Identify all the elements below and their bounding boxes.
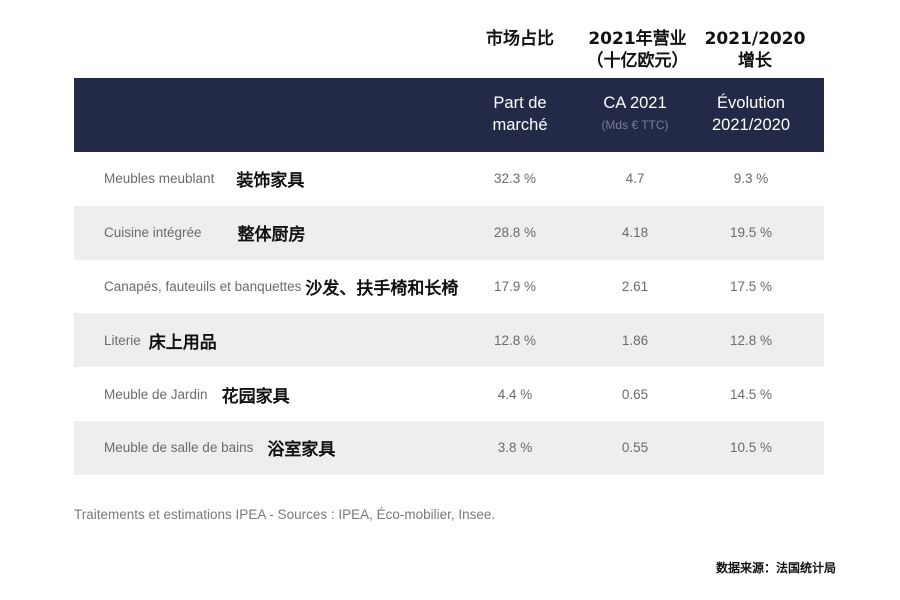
category-fr: Canapés, fauteuils et banquettes [104,278,302,294]
market-share-cell: 17.9 % [493,278,537,294]
revenue-cell: 0.55 [621,440,649,456]
table-row: Meubles meublant 装饰家具 32.3 % 4.7 9.3 % [74,152,824,206]
cn-header-market-share: 市场占比 [470,28,570,50]
header-revenue-unit: (Mds € TTC) [601,118,669,132]
market-share-cell: 28.8 % [493,225,537,241]
table-body: Meubles meublant 装饰家具 32.3 % 4.7 9.3 % Cuisin… [74,152,824,475]
cn-header-growth-line2: 增长 [738,51,772,71]
category-fr: Meuble de salle de bains [104,440,254,456]
table-row: Meuble de Jardin 花园家具 4.4 % 0.65 14.5 % [74,367,824,421]
revenue-cell: 2.61 [621,278,649,294]
table-row: Canapés, fauteuils et banquettes 沙发、扶手椅和长… [74,260,824,314]
category-cell: Meuble de Jardin 花园家具 [104,367,290,421]
growth-cell: 17.5 % [729,278,773,294]
category-cell: Canapés, fauteuils et banquettes 沙发、扶手椅和长… [104,260,458,314]
header-market-share-line1: Part de [493,94,547,112]
category-cell: Meuble de salle de bains 浴室家具 [104,421,335,475]
cn-header-revenue: 2021年营业 （十亿欧元） [580,28,695,72]
furniture-market-table: Part de marché CA 2021 (Mds € TTC) Évolu… [74,78,824,475]
table-row: Cuisine intégrée 整体厨房 28.8 % 4.18 19.5 % [74,205,824,260]
header-revenue: CA 2021 (Mds € TTC) [579,92,691,136]
category-cn: 整体厨房 [237,225,306,246]
category-cn: 沙发、扶手椅和长椅 [305,278,459,299]
cn-source-note: 数据来源：法国统计局 [715,561,836,575]
growth-cell: 12.8 % [729,332,773,348]
source-note: Traitements et estimations IPEA - Source… [74,507,496,522]
category-cell: Meubles meublant 装饰家具 [104,152,304,206]
table-header: Part de marché CA 2021 (Mds € TTC) Évolu… [74,78,824,152]
cn-header-growth-line1: 2021/2020 [704,29,806,49]
growth-cell: 10.5 % [729,440,773,456]
cn-header-revenue-line2: （十亿欧元） [586,51,689,71]
header-revenue-line1: CA 2021 [603,94,667,112]
table-row: Literie 床上用品 12.8 % 1.86 12.8 % [74,313,824,368]
market-share-cell: 32.3 % [493,171,537,187]
category-cn: 花园家具 [221,386,290,407]
category-fr: Meubles meublant [104,171,215,187]
category-cn: 装饰家具 [236,171,305,192]
cn-header-revenue-line1: 2021年营业 [588,29,687,49]
revenue-cell: 4.18 [621,225,649,241]
category-cell: Literie 床上用品 [104,313,217,367]
header-market-share: Part de marché [470,92,570,136]
header-growth: Évolution 2021/2020 [696,92,806,136]
growth-cell: 9.3 % [733,171,769,187]
category-fr: Meuble de Jardin [104,386,208,402]
revenue-cell: 4.7 [625,171,645,187]
cn-header-market-share-text: 市场占比 [486,29,554,49]
growth-cell: 14.5 % [729,386,773,402]
header-growth-line2: 2021/2020 [712,116,790,134]
growth-cell: 19.5 % [729,225,773,241]
market-share-cell: 12.8 % [493,332,537,348]
market-share-cell: 3.8 % [497,440,533,456]
category-cn: 浴室家具 [267,440,336,461]
table-row: Meuble de salle de bains 浴室家具 3.8 % 0.55 10.… [74,420,824,475]
category-cn: 床上用品 [148,332,217,353]
revenue-cell: 1.86 [621,332,649,348]
category-cell: Cuisine intégrée 整体厨房 [104,206,306,260]
cn-header-growth: 2021/2020 增长 [700,28,810,72]
header-market-share-line2: marché [492,116,548,134]
category-fr: Cuisine intégrée [104,225,202,241]
revenue-cell: 0.65 [621,386,649,402]
header-growth-line1: Évolution [717,94,785,112]
market-share-cell: 4.4 % [497,386,533,402]
category-fr: Literie [104,332,141,348]
